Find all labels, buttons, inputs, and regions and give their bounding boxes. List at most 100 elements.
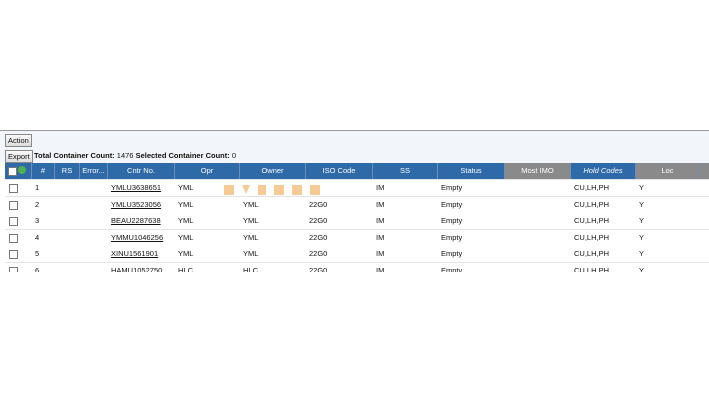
table-cell [700,246,709,262]
table-cell: CU,LH,PH [574,249,610,258]
table-cell: YML [243,216,259,225]
table-cell[interactable]: BEAU2287638 [111,216,161,225]
table-cell: Y [639,199,645,209]
table-cell [505,180,571,196]
table-cell: YML [178,216,194,225]
table-cell [505,197,571,213]
selected-count: 0 [231,151,237,160]
export-button[interactable]: Export [5,150,33,163]
row-checkbox[interactable] [9,200,18,210]
table-cell: YML [243,232,259,242]
table-cell [55,197,80,213]
table-cell [55,263,80,273]
table-cell [700,230,709,246]
column-header[interactable]: # [32,163,55,179]
table-cell: 22G0 [309,265,328,273]
column-header[interactable]: Most IMO [505,163,571,179]
table-cell: 3 [35,216,40,225]
table-cell: CU,LH,PH [574,265,610,273]
checkbox-cell [5,246,32,262]
table-cell[interactable]: YMLU3638651 [111,183,162,192]
table-cell: IM [376,216,385,225]
row-checkbox[interactable] [9,217,18,226]
table-cell: Y [639,216,645,225]
table-cell [505,213,571,229]
table-cell: 6 [35,265,40,273]
table-cell: 22G0 [309,199,328,209]
table-cell: 5 [35,249,40,258]
column-header[interactable]: Owner [240,163,306,179]
checkbox-cell [5,263,32,272]
table-cell: Y [639,183,645,192]
table-cell [55,180,80,196]
table-cell: IM [376,183,385,192]
row-checkbox[interactable] [9,184,18,193]
table-cell: YML [178,232,194,242]
table-cell: Empty [441,216,463,225]
column-header[interactable]: Opr [175,163,240,179]
table-cell: Empty [441,265,463,273]
table-cell: YML [243,249,259,258]
table-cell [80,263,108,273]
table-cell: Y [639,232,645,242]
table-cell [55,230,80,246]
count-bar: Total Container Count: 1476 Selected Con… [34,151,236,161]
table-row: 1 YMLU3638651 YML IM Empty CU,LH,PH Y [5,180,709,197]
table-cell [80,230,108,246]
overlay-icons [222,182,332,198]
table-cell: Empty [441,183,463,192]
table-cell[interactable]: YMLU3523056 [111,199,162,209]
table-cell [700,180,709,196]
table-cell: IM [376,199,385,209]
toolbar-bg [0,131,709,163]
select-all-checkbox[interactable] [8,167,17,176]
column-header[interactable]: ISO Code [306,163,373,179]
table-cell [505,230,571,246]
row-checkbox[interactable] [9,233,18,243]
table-cell: 22G0 [309,232,328,242]
table-cell [80,213,108,229]
table-cell[interactable]: HAMU1052750 [111,265,163,273]
column-header[interactable]: Hold Codes [571,163,636,179]
total-label: Total Container Count: [34,151,115,160]
table-cell: Empty [441,199,463,209]
table-cell: IM [376,265,385,273]
table-cell: HLC [178,265,194,273]
check-icon [18,166,26,174]
action-button[interactable]: Action [5,134,32,147]
checkbox-cell [5,197,32,213]
table-row: 3 BEAU2287638 YML YML 22G0 IM Empty CU,LH,PH Y [5,213,709,230]
table-cell: CU,LH,PH [574,183,610,192]
table-cell: YML [178,199,194,209]
table-cell: Y [639,249,645,258]
row-checkbox[interactable] [9,266,18,272]
column-header[interactable]: Error... [80,163,108,179]
table-cell: 22G0 [309,216,328,225]
table-cell: IM [376,232,385,242]
table-cell[interactable]: YMMU1046256 [111,232,164,242]
column-header[interactable]: Loc [636,163,700,179]
table-cell: Empty [441,249,463,258]
column-header[interactable]: Status [438,163,505,179]
row-checkbox[interactable] [9,250,18,259]
header-checkbox-cell [5,163,32,179]
table-cell: CU,LH,PH [574,216,610,225]
column-header[interactable]: V [700,163,709,179]
checkbox-cell [5,213,32,229]
table-row: 6 HAMU1052750 HLC HLC 22G0 IM Empty CU,LH,PH Y [5,262,709,273]
table-cell[interactable]: XINU1561901 [111,249,159,258]
table-cell: 2 [35,199,40,209]
table-row: 4 YMMU1046256 YML YML 22G0 IM Empty CU,LH,PH Y [5,229,709,247]
column-header[interactable]: Cntr No. [108,163,175,179]
column-header[interactable]: SS [373,163,438,179]
table-cell [80,246,108,262]
top-border [0,130,709,131]
table-cell: 1 [35,183,40,192]
table-cell [55,213,80,229]
table-cell [700,197,709,213]
column-header[interactable]: RS [55,163,80,179]
table-cell [80,180,108,196]
checkbox-cell [5,180,32,196]
table-row: 2 YMLU3523056 YML YML 22G0 IM Empty CU,LH,PH Y [5,196,709,214]
